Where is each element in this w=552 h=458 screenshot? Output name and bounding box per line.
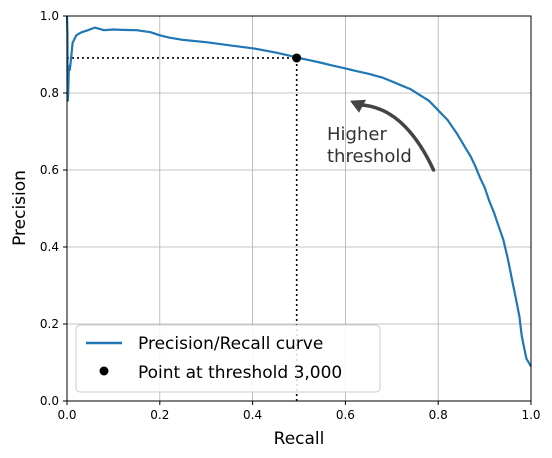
legend-box — [75, 324, 381, 393]
y-tick-label: 0.0 — [40, 394, 59, 408]
x-tick-label: 0.4 — [243, 408, 262, 422]
annotation: Higher threshold — [327, 99, 436, 172]
y-tick-label: 0.4 — [40, 240, 59, 254]
y-tick-label: 1.0 — [40, 9, 59, 23]
legend-item-point: Point at threshold 3,000 — [138, 363, 342, 383]
x-tick-label: 0.0 — [57, 408, 76, 422]
x-tick-label: 0.8 — [429, 408, 448, 422]
annotation-line-1: Higher — [327, 124, 387, 145]
x-tick-label: 0.2 — [150, 408, 169, 422]
ticks: 0.0 0.2 0.4 0.6 0.8 1.0 0.0 0.2 0.4 0.6 0.8 1.0 — [40, 9, 541, 422]
annotation-line-2: threshold — [327, 146, 412, 167]
x-tick-label: 1.0 — [521, 408, 540, 422]
annotation-arrow-head — [350, 99, 367, 113]
threshold-lines — [67, 57, 298, 401]
y-tick-label: 0.6 — [40, 163, 59, 177]
y-tick-label: 0.8 — [40, 86, 59, 100]
annotation-arrow-shaft — [356, 102, 436, 172]
threshold-point — [292, 53, 302, 63]
legend-marker-swatch — [99, 366, 109, 376]
x-tick-label: 0.6 — [336, 408, 355, 422]
series-line-precision-recall — [65, 15, 532, 367]
plot-frame — [66, 15, 532, 402]
legend: Precision/Recall curve Point at threshol… — [75, 324, 381, 393]
y-axis-label: Precision — [10, 170, 30, 246]
legend-item-curve: Precision/Recall curve — [138, 334, 323, 354]
series-layer — [65, 15, 532, 367]
y-tick-label: 0.2 — [40, 317, 59, 331]
x-axis-label: Recall — [274, 429, 325, 449]
